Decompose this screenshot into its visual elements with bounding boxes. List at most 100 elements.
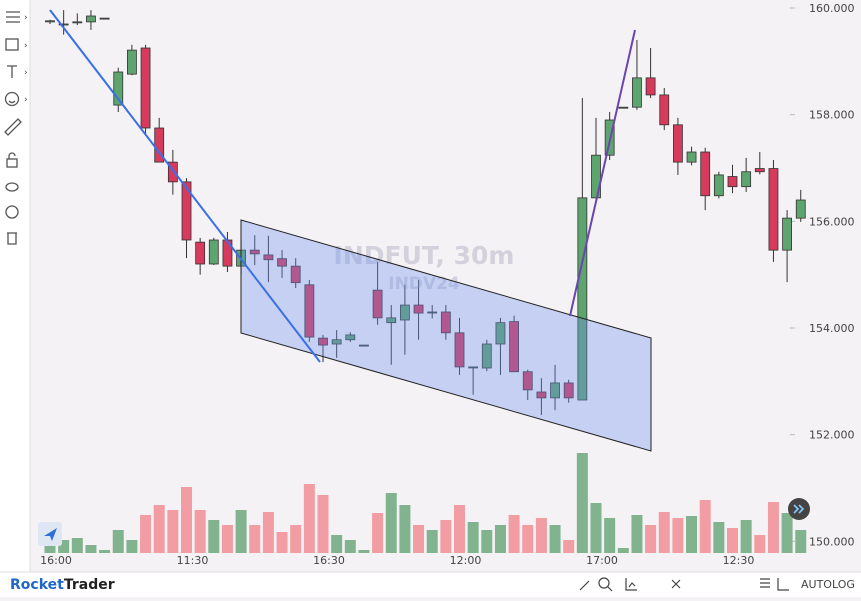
candle-body	[440, 311, 451, 334]
candle-body	[208, 239, 219, 265]
volume-bar	[112, 530, 124, 553]
candle-body	[673, 124, 683, 163]
svg-text:›: ›	[24, 95, 28, 105]
candle-body	[386, 317, 397, 324]
volume-bar	[590, 503, 602, 553]
y-tick-label: 156.000	[809, 215, 855, 228]
y-tick-label: 158.000	[809, 109, 855, 122]
candle-body	[413, 304, 424, 314]
candle-body	[345, 334, 356, 341]
candle-body	[113, 71, 124, 106]
brand-b: Trader	[64, 577, 115, 593]
volume-bar	[167, 510, 179, 553]
candle-body	[645, 77, 656, 96]
trend-line-2[interactable]	[569, 29, 636, 317]
y-tick-label: 150.000	[809, 535, 855, 548]
volume-bar	[208, 520, 220, 553]
channel-drawing[interactable]	[240, 219, 652, 452]
candle-body	[618, 106, 629, 109]
candle-body	[58, 23, 69, 26]
volume-bar	[372, 513, 384, 553]
volume-bar	[563, 540, 575, 553]
candle-body	[577, 197, 588, 401]
x-tick-label: 11:30	[177, 554, 209, 567]
volume-bar	[740, 520, 752, 553]
candle-body	[140, 47, 151, 129]
candle-body	[318, 337, 328, 346]
candle-body	[741, 171, 752, 188]
svg-text:›: ›	[24, 68, 28, 78]
y-tick-label: 152.000	[809, 429, 855, 442]
candle-body	[372, 289, 383, 319]
candle-body	[427, 311, 438, 314]
volume-bar	[235, 510, 247, 553]
volume-bar	[140, 515, 152, 553]
x-tick-label: 17:00	[586, 554, 618, 567]
volume-bar	[467, 522, 479, 553]
brand-a: Rocket	[10, 577, 64, 593]
candle-body	[181, 181, 192, 241]
volume-bar	[699, 500, 711, 553]
volume-bar	[58, 540, 70, 553]
volume-bar	[290, 525, 302, 553]
volume-bar	[399, 505, 411, 553]
volume-bar	[645, 525, 657, 553]
volume-bar	[522, 525, 534, 553]
volume-bar	[454, 505, 465, 553]
volume-bar	[617, 548, 629, 553]
volume-bar	[99, 550, 111, 553]
candle-body	[468, 366, 479, 369]
candle-body	[127, 49, 137, 75]
candle-body	[86, 15, 96, 23]
candle-body	[359, 344, 369, 347]
candle-body	[795, 199, 806, 219]
candle-body	[454, 332, 465, 368]
candle-body	[399, 304, 410, 321]
candle-body	[249, 249, 260, 255]
candle-body	[713, 174, 724, 197]
volume-bar	[754, 535, 766, 553]
volume-bar	[262, 512, 274, 553]
candle-body	[536, 391, 547, 399]
volume-bar	[344, 540, 356, 553]
candle-body	[768, 168, 779, 251]
volume-bar	[194, 510, 206, 553]
bottom-icons[interactable]	[579, 577, 789, 592]
y-tick-label: 154.000	[809, 322, 855, 335]
candle-body	[45, 20, 55, 23]
candle-body	[72, 21, 83, 24]
toolbar	[0, 0, 30, 572]
trend-line[interactable]	[49, 9, 321, 363]
candle-body	[263, 254, 274, 261]
x-tick-label: 12:00	[450, 554, 482, 567]
volume-bar	[426, 530, 438, 553]
candle-body	[99, 17, 110, 20]
candle-body	[304, 284, 315, 338]
volume-bar	[686, 516, 698, 553]
x-tick-label: 12:30	[723, 554, 755, 567]
watermark-sub: INDV24	[388, 274, 460, 294]
nav-icon	[44, 528, 57, 541]
candle-body	[727, 176, 738, 188]
candle-body	[195, 241, 206, 265]
scale-log[interactable]: LOG	[832, 578, 855, 591]
x-tick-label: 16:00	[40, 554, 72, 567]
candle-body	[563, 382, 574, 399]
candle-body	[522, 371, 533, 391]
volume-bar	[331, 535, 343, 553]
volume-bar	[713, 522, 725, 553]
y-tick-label: 160.000	[809, 2, 855, 15]
candle-body	[481, 343, 492, 369]
volume-bar	[413, 525, 425, 553]
candle-body	[632, 77, 642, 108]
tool-icons[interactable]	[4, 11, 22, 245]
volume-bar	[276, 532, 288, 553]
scale-auto[interactable]: AUTO	[801, 578, 832, 591]
volume-bar	[494, 525, 506, 553]
candle-body	[659, 94, 670, 126]
candle-body	[167, 161, 178, 183]
candle-body	[495, 322, 506, 345]
volume-bar	[221, 525, 233, 553]
